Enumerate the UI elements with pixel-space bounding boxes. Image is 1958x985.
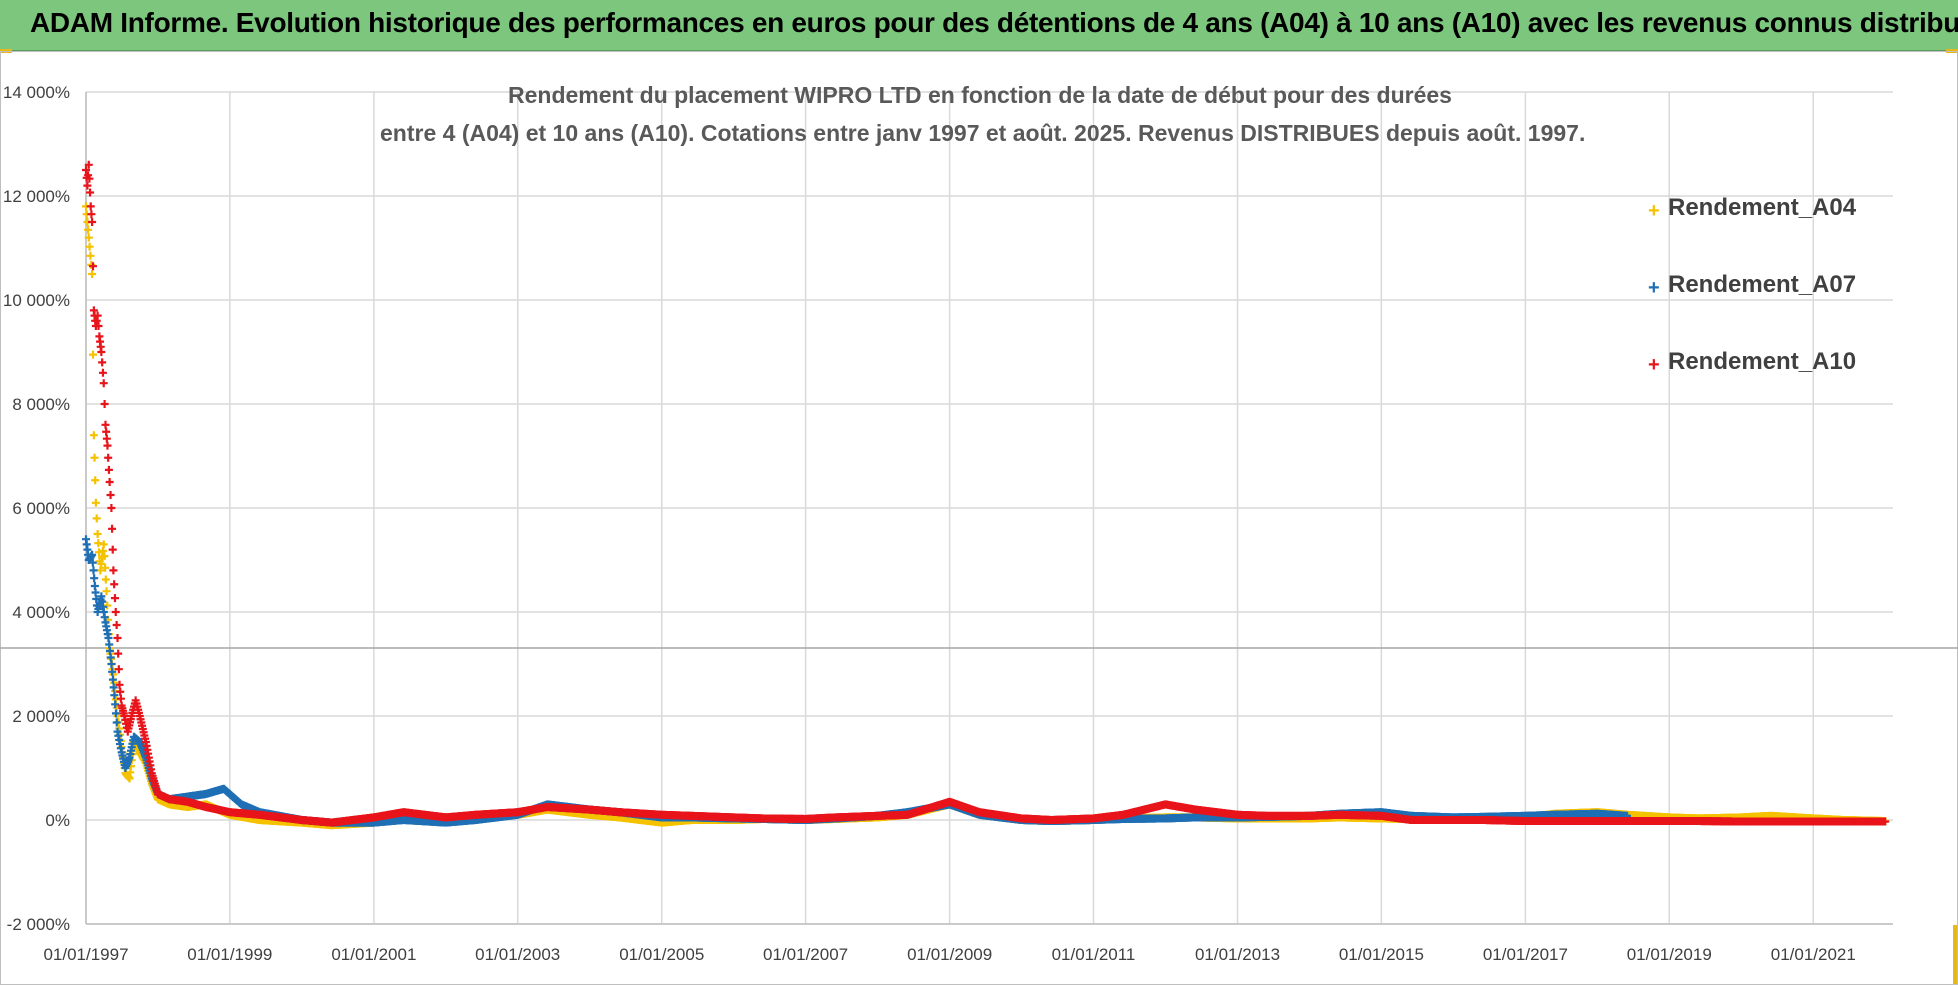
x-tick-label: 01/01/2015 <box>1339 945 1424 964</box>
data-point-rendement-a10 <box>105 478 114 486</box>
x-tick-label: 01/01/2009 <box>907 945 992 964</box>
x-tick-label: 01/01/2017 <box>1483 945 1568 964</box>
data-point-rendement-a10 <box>98 368 107 377</box>
y-tick-label: 10 000% <box>3 291 70 310</box>
data-point-rendement-a10 <box>114 649 123 658</box>
y-tick-label: 8 000% <box>12 395 70 414</box>
x-tick-label: 01/01/2019 <box>1627 945 1712 964</box>
data-point-rendement-a04 <box>102 587 111 596</box>
data-point-rendement-a10 <box>112 621 121 629</box>
data-point-rendement-a10 <box>103 441 112 450</box>
data-point-rendement-a04 <box>94 539 103 548</box>
data-point-rendement-a04 <box>92 514 101 523</box>
data-point-rendement-a10 <box>110 594 119 603</box>
data-point-rendement-a10 <box>107 504 116 512</box>
y-tick-label: 14 000% <box>3 83 70 102</box>
x-tick-label: 01/01/2001 <box>331 945 416 964</box>
data-point-rendement-a10 <box>108 545 117 554</box>
data-point-rendement-a04 <box>100 552 109 561</box>
data-point-rendement-a04 <box>91 498 100 507</box>
x-tick-label: 01/01/2011 <box>1052 945 1136 964</box>
data-point-rendement-a10 <box>106 491 115 499</box>
y-tick-label: 12 000% <box>3 187 70 206</box>
data-point-rendement-a04 <box>101 575 110 584</box>
data-point-rendement-a04 <box>95 548 104 557</box>
data-point-rendement-a10 <box>87 210 96 219</box>
data-point-rendement-a10 <box>109 566 118 575</box>
data-point-rendement-a04 <box>84 233 93 242</box>
report-banner: ADAM Informe. Evolution historique des p… <box>0 0 1958 51</box>
x-tick-label: 01/01/1999 <box>187 945 272 964</box>
data-point-rendement-a10 <box>88 218 97 226</box>
x-tick-label: 01/01/2007 <box>763 945 848 964</box>
y-tick-label: 6 000% <box>12 499 70 518</box>
y-tick-label: 2 000% <box>12 707 70 726</box>
data-point-rendement-a04 <box>90 453 99 462</box>
data-point-rendement-a04 <box>85 242 94 251</box>
data-point-rendement-a07 <box>90 574 99 583</box>
data-point-rendement-a10 <box>108 524 117 533</box>
x-tick-label: 01/01/2003 <box>475 945 560 964</box>
x-tick-label: 01/01/2005 <box>619 945 704 964</box>
data-point-rendement-a10 <box>101 420 110 429</box>
data-point-rendement-a10 <box>110 580 119 589</box>
data-point-rendement-a04 <box>91 476 100 485</box>
data-point-rendement-a04 <box>86 251 95 260</box>
data-point-rendement-a04 <box>89 431 98 440</box>
data-point-rendement-a04 <box>93 530 102 538</box>
y-tick-label: 4 000% <box>12 603 70 622</box>
x-tick-label: 01/01/2021 <box>1771 945 1856 964</box>
data-point-rendement-a04 <box>88 350 97 359</box>
y-tick-label: 0% <box>45 811 70 830</box>
data-point-rendement-a10 <box>102 434 111 443</box>
data-point-rendement-a04 <box>101 563 110 572</box>
data-point-rendement-a10 <box>104 465 113 474</box>
data-point-rendement-a10 <box>83 181 92 190</box>
data-point-rendement-a10 <box>99 379 108 388</box>
data-point-rendement-a10 <box>98 358 107 367</box>
data-point-rendement-a10 <box>102 427 111 436</box>
x-tick-label: 01/01/2013 <box>1195 945 1280 964</box>
data-point-rendement-a10 <box>86 202 95 211</box>
data-point-rendement-a10 <box>97 348 106 356</box>
data-point-rendement-a10 <box>104 453 113 462</box>
data-point-rendement-a10 <box>113 634 122 642</box>
y-tick-label: -2 000% <box>7 915 70 934</box>
data-point-rendement-a10 <box>111 608 120 616</box>
data-point-rendement-a04 <box>99 540 108 549</box>
data-point-rendement-a04 <box>84 225 93 234</box>
x-tick-label: 01/01/1997 <box>43 945 128 964</box>
data-point-rendement-a04 <box>88 270 97 278</box>
data-point-rendement-a10 <box>100 400 109 408</box>
data-point-rendement-a07 <box>89 566 98 575</box>
data-point-rendement-a07 <box>107 660 116 668</box>
corner-marker-bottom-right <box>1953 925 1958 985</box>
report-title: ADAM Informe. Evolution historique des p… <box>30 7 1958 38</box>
data-point-rendement-a04 <box>103 601 112 610</box>
